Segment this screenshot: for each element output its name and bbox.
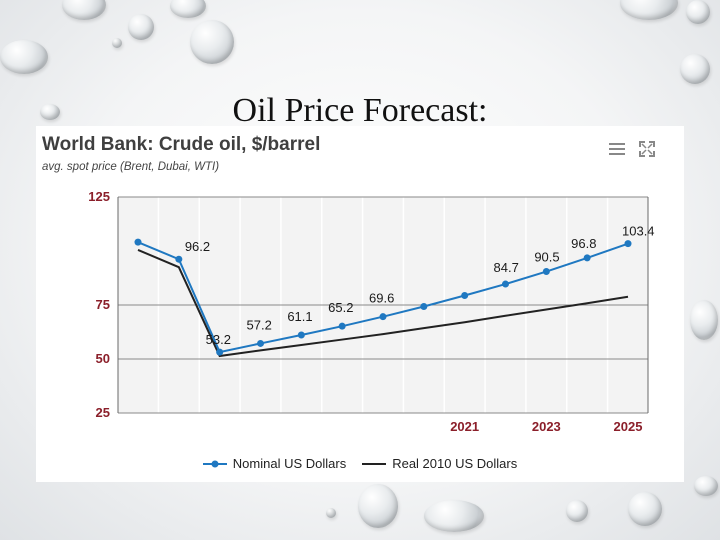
legend-label-real: Real 2010 US Dollars — [392, 456, 518, 471]
data-point-nominal[interactable] — [297, 331, 305, 339]
data-point-nominal[interactable] — [420, 303, 428, 311]
data-point-nominal[interactable] — [624, 240, 632, 248]
decorative-water-drop — [112, 38, 122, 48]
y-tick-label: 25 — [96, 405, 110, 420]
data-label-nominal: 65.2 — [328, 300, 353, 315]
data-label-nominal: 53.2 — [206, 332, 231, 347]
x-tick-label: 2021 — [450, 419, 479, 434]
data-point-nominal[interactable] — [583, 254, 591, 262]
data-label-nominal: 84.7 — [494, 260, 519, 275]
data-point-nominal[interactable] — [379, 313, 387, 321]
chart-toolbar — [608, 140, 656, 158]
chart-legend: Nominal US Dollars Real 2010 US Dollars — [36, 456, 684, 471]
decorative-water-drop — [680, 54, 710, 84]
line-chart: 25 50 75 125 2021 2023 2025 96.2 53.2 57.2 61.1 65.… — [88, 189, 655, 434]
decorative-water-drop — [620, 0, 678, 20]
series-line-real — [137, 248, 629, 358]
y-tick-label: 125 — [88, 189, 110, 204]
data-label-nominal: 57.2 — [247, 317, 272, 332]
decorative-water-drop — [326, 508, 336, 518]
decorative-water-drop — [686, 0, 710, 24]
legend-swatch-real — [362, 462, 387, 465]
decorative-water-drop — [690, 300, 718, 340]
data-point-nominal[interactable] — [257, 339, 264, 347]
data-point-nominal[interactable] — [134, 238, 142, 246]
decorative-water-drop — [62, 0, 106, 20]
data-point-nominal[interactable] — [175, 255, 183, 263]
data-label-nominal: 96.2 — [185, 239, 210, 254]
decorative-water-drop — [628, 492, 662, 526]
decorative-water-drop — [566, 500, 588, 522]
y-tick-label: 75 — [96, 297, 110, 312]
data-label-nominal: 69.6 — [369, 291, 394, 306]
decorative-water-drop — [0, 40, 48, 74]
menu-icon[interactable] — [608, 140, 626, 158]
data-point-nominal[interactable] — [338, 322, 346, 330]
chart-panel: 25 50 75 125 2021 2023 2025 96.2 53.2 57.2 61.1 65.… — [36, 126, 684, 482]
data-label-nominal: 103.4 — [622, 224, 655, 239]
data-point-nominal[interactable] — [216, 348, 224, 356]
y-tick-label: 50 — [96, 351, 110, 366]
decorative-water-drop — [190, 20, 234, 64]
decorative-water-drop — [694, 476, 718, 496]
chart-subtitle: avg. spot price (Brent, Dubai, WTI) — [42, 161, 220, 173]
decorative-water-drop — [170, 0, 206, 18]
decorative-water-drop — [424, 500, 484, 532]
data-point-nominal[interactable] — [461, 291, 469, 299]
legend-swatch-nominal — [202, 460, 227, 467]
data-label-nominal: 61.1 — [287, 309, 312, 324]
chart-title: World Bank: Crude oil, $/barrel — [42, 134, 321, 155]
data-label-nominal: 96.8 — [571, 236, 596, 251]
legend-label-nominal: Nominal US Dollars — [232, 456, 347, 471]
x-tick-label: 2023 — [532, 419, 561, 434]
decorative-water-drop — [358, 484, 398, 528]
decorative-water-drop — [128, 14, 154, 40]
legend-item-real[interactable]: Real 2010 US Dollars — [362, 456, 517, 471]
data-point-nominal[interactable] — [502, 280, 509, 288]
data-point-nominal[interactable] — [542, 268, 550, 276]
decorative-water-drop — [40, 104, 60, 120]
data-label-nominal: 90.5 — [534, 250, 559, 265]
x-tick-label: 2025 — [614, 419, 643, 434]
fullscreen-icon[interactable] — [638, 140, 656, 158]
legend-item-nominal[interactable]: Nominal US Dollars — [202, 456, 347, 471]
slide-title: Oil Price Forecast: — [232, 92, 488, 129]
